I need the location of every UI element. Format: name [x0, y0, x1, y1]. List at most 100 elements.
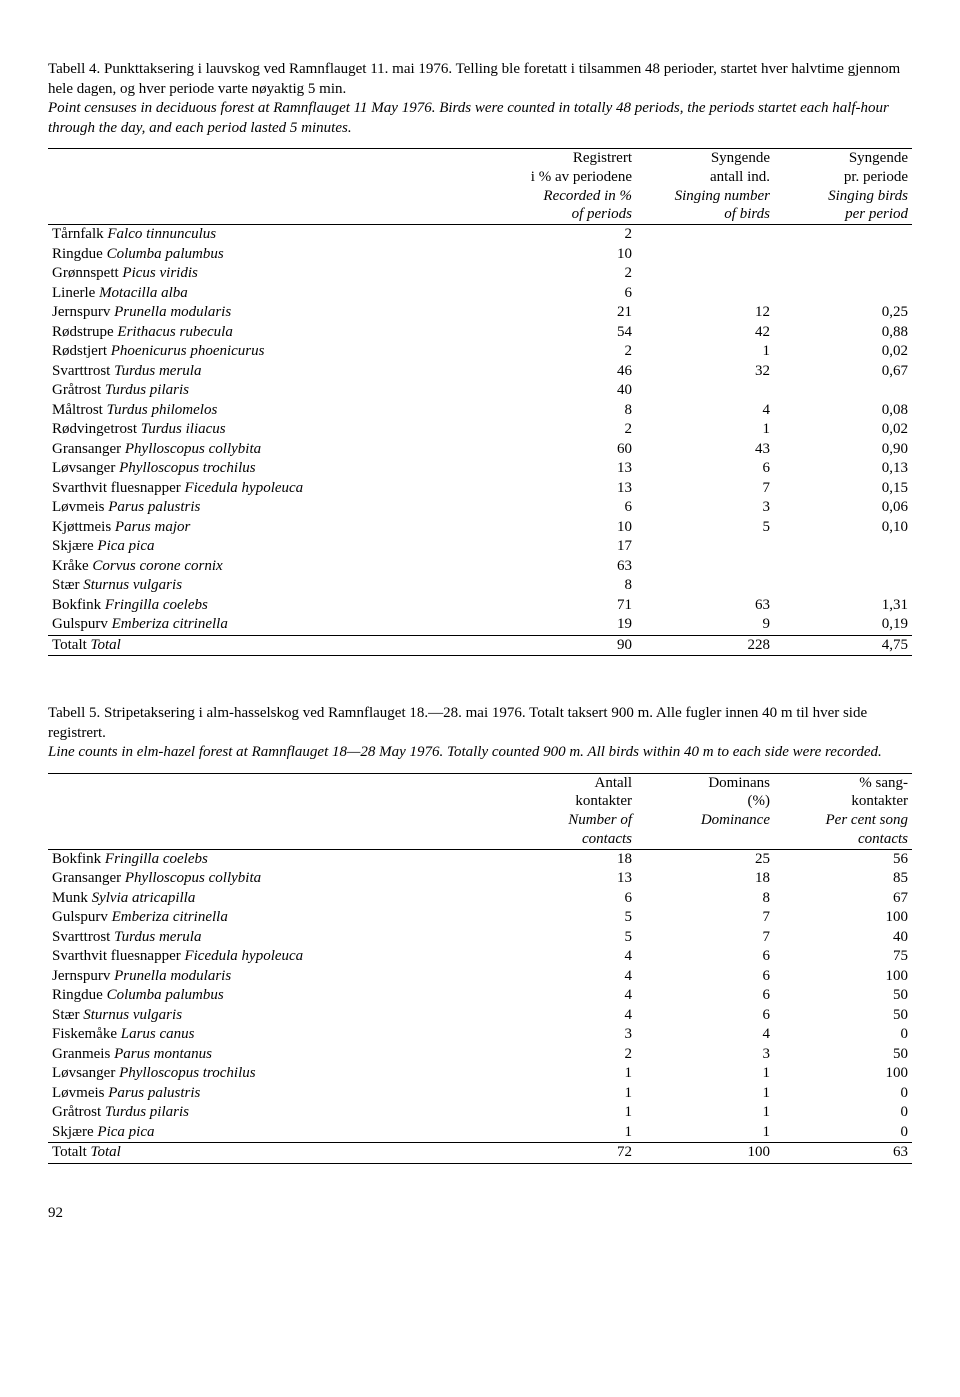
- table-row: Skjære Pica pica110: [48, 1123, 912, 1143]
- value-cell: 46: [498, 362, 636, 382]
- total-value: 100: [636, 1143, 774, 1164]
- table-row: Rødvingetrost Turdus iliacus210,02: [48, 420, 912, 440]
- value-cell: 0,19: [774, 615, 912, 635]
- value-cell: 42: [636, 323, 774, 343]
- table-row: Rødstjert Phoenicurus phoenicurus210,02: [48, 342, 912, 362]
- table4-caption-italic: Point censuses in deciduous forest at Ra…: [48, 100, 889, 136]
- value-cell: 0: [774, 1084, 912, 1104]
- species-cell: Skjære Pica pica: [48, 1123, 498, 1143]
- species-cell: Gulspurv Emberiza citrinella: [48, 908, 498, 928]
- value-cell: 0,15: [774, 479, 912, 499]
- value-cell: [636, 557, 774, 577]
- value-cell: [774, 537, 912, 557]
- table-row: Gransanger Phylloscopus collybita131885: [48, 869, 912, 889]
- value-cell: 4: [498, 986, 636, 1006]
- table5-header-col2: Dominans (%) Dominance: [636, 773, 774, 849]
- value-cell: [636, 264, 774, 284]
- table-row: Ringdue Columba palumbus4650: [48, 986, 912, 1006]
- table5: Antall kontakter Number of contacts Domi…: [48, 773, 912, 1164]
- value-cell: 25: [636, 849, 774, 869]
- table-row: Linerle Motacilla alba6: [48, 284, 912, 304]
- species-cell: Løvmeis Parus palustris: [48, 498, 498, 518]
- species-cell: Rødvingetrost Turdus iliacus: [48, 420, 498, 440]
- value-cell: 3: [636, 498, 774, 518]
- page-number: 92: [48, 1204, 912, 1224]
- table5-caption-italic: Line counts in elm-hazel forest at Ramnf…: [48, 744, 882, 760]
- table-row: Gransanger Phylloscopus collybita60430,9…: [48, 440, 912, 460]
- value-cell: 8: [498, 576, 636, 596]
- species-cell: Ringdue Columba palumbus: [48, 245, 498, 265]
- value-cell: 85: [774, 869, 912, 889]
- value-cell: 54: [498, 323, 636, 343]
- value-cell: 0,08: [774, 401, 912, 421]
- value-cell: [774, 576, 912, 596]
- value-cell: 1: [498, 1064, 636, 1084]
- value-cell: 13: [498, 869, 636, 889]
- table-row: Svarthvit fluesnapper Ficedula hypoleuca…: [48, 479, 912, 499]
- value-cell: 0: [774, 1123, 912, 1143]
- total-value: 63: [774, 1143, 912, 1164]
- value-cell: 1: [636, 420, 774, 440]
- table-row: Jernspurv Prunella modularis21120,25: [48, 303, 912, 323]
- value-cell: 2: [498, 225, 636, 245]
- value-cell: 4: [498, 967, 636, 987]
- value-cell: 1,31: [774, 596, 912, 616]
- species-cell: Munk Sylvia atricapilla: [48, 889, 498, 909]
- species-cell: Jernspurv Prunella modularis: [48, 303, 498, 323]
- table-row: Kjøttmeis Parus major1050,10: [48, 518, 912, 538]
- value-cell: [774, 264, 912, 284]
- value-cell: 1: [498, 1103, 636, 1123]
- value-cell: 6: [498, 284, 636, 304]
- value-cell: 12: [636, 303, 774, 323]
- value-cell: 0,13: [774, 459, 912, 479]
- value-cell: [636, 245, 774, 265]
- value-cell: 4: [498, 947, 636, 967]
- table-row: Gulspurv Emberiza citrinella1990,19: [48, 615, 912, 635]
- value-cell: 0,90: [774, 440, 912, 460]
- value-cell: [636, 225, 774, 245]
- value-cell: [774, 245, 912, 265]
- value-cell: 21: [498, 303, 636, 323]
- value-cell: 3: [636, 1045, 774, 1065]
- table-row: Svarttrost Turdus merula5740: [48, 928, 912, 948]
- table4: Registrert i % av periodene Recorded in …: [48, 148, 912, 656]
- value-cell: 6: [498, 889, 636, 909]
- table-row: Rødstrupe Erithacus rubecula54420,88: [48, 323, 912, 343]
- table-row: Bokfink Fringilla coelebs71631,31: [48, 596, 912, 616]
- value-cell: 4: [498, 1006, 636, 1026]
- species-cell: Løvmeis Parus palustris: [48, 1084, 498, 1104]
- value-cell: 50: [774, 1006, 912, 1026]
- total-label: Totalt Total: [48, 635, 498, 656]
- table5-caption-plain: Tabell 5. Stripetaksering i alm-hasselsk…: [48, 705, 867, 741]
- value-cell: 5: [498, 928, 636, 948]
- species-cell: Svarttrost Turdus merula: [48, 362, 498, 382]
- value-cell: 5: [636, 518, 774, 538]
- table-row: Stær Sturnus vulgaris8: [48, 576, 912, 596]
- species-cell: Måltrost Turdus philomelos: [48, 401, 498, 421]
- value-cell: 13: [498, 479, 636, 499]
- value-cell: 6: [498, 498, 636, 518]
- table-row: Løvsanger Phylloscopus trochilus11100: [48, 1064, 912, 1084]
- species-cell: Gråtrost Turdus pilaris: [48, 381, 498, 401]
- value-cell: 2: [498, 342, 636, 362]
- value-cell: 63: [636, 596, 774, 616]
- total-label: Totalt Total: [48, 1143, 498, 1164]
- table-row: Gråtrost Turdus pilaris110: [48, 1103, 912, 1123]
- table-row: Kråke Corvus corone cornix63: [48, 557, 912, 577]
- value-cell: [636, 537, 774, 557]
- value-cell: 0,02: [774, 420, 912, 440]
- table5-header-col3: % sang- kontakter Per cent song contacts: [774, 773, 912, 849]
- total-value: 90: [498, 635, 636, 656]
- value-cell: 63: [498, 557, 636, 577]
- table-row: Skjære Pica pica17: [48, 537, 912, 557]
- species-cell: Jernspurv Prunella modularis: [48, 967, 498, 987]
- value-cell: 32: [636, 362, 774, 382]
- table-row: Jernspurv Prunella modularis46100: [48, 967, 912, 987]
- table-row: Ringdue Columba palumbus10: [48, 245, 912, 265]
- table-row: Løvmeis Parus palustris110: [48, 1084, 912, 1104]
- species-cell: Grønnspett Picus viridis: [48, 264, 498, 284]
- value-cell: 0,02: [774, 342, 912, 362]
- value-cell: 8: [498, 401, 636, 421]
- value-cell: 7: [636, 908, 774, 928]
- table5-header-col1: Antall kontakter Number of contacts: [498, 773, 636, 849]
